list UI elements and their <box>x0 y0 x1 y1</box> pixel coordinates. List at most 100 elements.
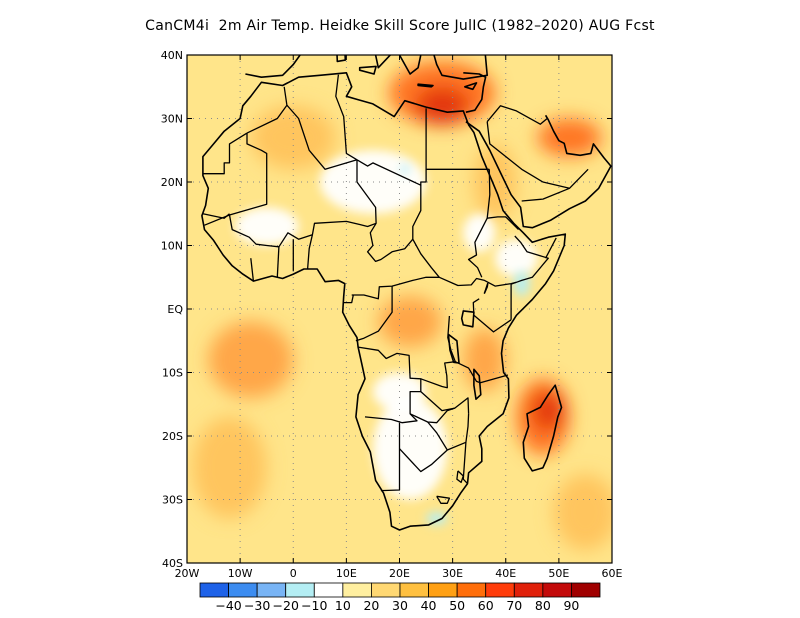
skill-region <box>208 321 294 398</box>
lon-tick-label: 0 <box>290 567 297 580</box>
lon-tick-label: 30E <box>442 567 463 580</box>
lake-outline <box>473 368 482 400</box>
skill-region <box>415 86 469 125</box>
skill-region <box>473 143 517 221</box>
levant-coastline <box>463 72 487 113</box>
colorbar-bin <box>513 582 544 598</box>
country-borders <box>201 55 612 531</box>
country-border <box>202 213 230 219</box>
country-border <box>486 105 548 125</box>
skill-region <box>553 474 612 551</box>
africa-coastline <box>201 72 567 531</box>
lon-tick-label: 10E <box>336 567 357 580</box>
lat-tick-label: 20N <box>161 176 183 189</box>
country-border <box>202 132 248 175</box>
low-skill-region <box>495 239 538 278</box>
country-border <box>306 234 314 270</box>
madagascar-coastline <box>522 384 563 472</box>
lon-tick-label: 10W <box>228 567 253 580</box>
country-border <box>250 258 255 282</box>
colorbar: −40 −30 −20 −10 10 20 30 40 50 60 70 80 90 <box>199 582 601 613</box>
lat-tick-label: 10S <box>162 367 183 380</box>
colorbar-bin <box>228 582 258 598</box>
colorbar-bin <box>428 582 458 598</box>
colorbar-bin <box>256 582 287 598</box>
colorbar-label: 30 <box>392 598 408 613</box>
country-border <box>286 104 358 170</box>
colorbar-bin <box>571 582 601 598</box>
colorbar-label: 10 <box>335 598 351 613</box>
skill-region <box>378 296 442 348</box>
colorbar-bin <box>371 582 401 598</box>
country-border <box>487 216 519 231</box>
colorbar-label: 70 <box>506 598 522 613</box>
colorbar-bin <box>542 582 572 598</box>
gridlines <box>187 55 612 563</box>
country-border <box>380 422 401 492</box>
skill-region <box>532 391 565 430</box>
country-border <box>412 185 422 240</box>
lat-tick-label: 10N <box>161 240 183 253</box>
lon-tick-label: 20W <box>175 567 200 580</box>
lat-tick-label: 40N <box>161 49 183 62</box>
colorbar-label: 50 <box>449 598 465 613</box>
country-border <box>456 470 464 484</box>
low-skill-region <box>234 207 299 246</box>
island-coastline <box>336 55 347 63</box>
island-coastline <box>464 82 478 91</box>
colorbar-bin <box>485 582 515 598</box>
country-border <box>366 222 517 287</box>
arabia-coastline <box>465 114 612 229</box>
lat-tick-label: 40S <box>162 557 183 570</box>
lat-tick-label: EQ <box>167 303 183 316</box>
colorbar-bin <box>285 582 315 598</box>
country-border <box>455 361 509 384</box>
colorbar-bin <box>342 582 372 598</box>
country-border <box>420 315 456 389</box>
colorbar-bin <box>399 582 429 598</box>
country-border <box>510 235 549 320</box>
colorbar-bin <box>456 582 487 598</box>
country-border <box>545 237 557 259</box>
colorbar-label: 90 <box>563 598 579 613</box>
colorbar-bin <box>313 582 344 598</box>
country-border <box>276 246 280 278</box>
colorbar-bin <box>199 582 229 598</box>
chart-title: CanCM4i 2m Air Temp. Heidke Skill Score … <box>145 18 655 34</box>
lon-tick-label: 60E <box>602 567 623 580</box>
lake-outline <box>460 310 475 328</box>
country-border <box>343 294 354 304</box>
negative-skill-region <box>426 512 448 525</box>
colorbar-label: −10 <box>301 598 327 613</box>
country-border <box>246 86 288 134</box>
country-border <box>427 421 448 451</box>
country-border <box>472 298 512 333</box>
lat-tick-label: 20S <box>162 430 183 443</box>
europe-coastline <box>245 55 488 80</box>
lon-tick-label: 40E <box>495 567 516 580</box>
skill-region <box>192 416 267 519</box>
island-coastline <box>358 65 377 75</box>
country-border <box>486 121 589 189</box>
colorbar-label: 60 <box>478 598 494 613</box>
country-border <box>357 346 422 424</box>
lon-tick-label: 20E <box>389 567 410 580</box>
low-skill-region <box>319 150 427 214</box>
island-coastline <box>417 83 434 88</box>
country-border <box>409 407 456 424</box>
country-border <box>521 187 570 202</box>
colorbar-label: −20 <box>273 598 299 613</box>
skill-region <box>537 118 602 157</box>
country-border <box>355 286 393 342</box>
negative-skill-region <box>400 164 410 175</box>
country-border <box>462 442 468 485</box>
lon-tick-label: 50E <box>548 567 569 580</box>
colorbar-label: −40 <box>215 598 241 613</box>
lat-tick-label: 30S <box>162 494 183 507</box>
lake-outline <box>483 282 489 294</box>
colorbar-label: 20 <box>363 598 379 613</box>
country-border <box>335 74 358 161</box>
colorbar-label: 40 <box>421 598 437 613</box>
